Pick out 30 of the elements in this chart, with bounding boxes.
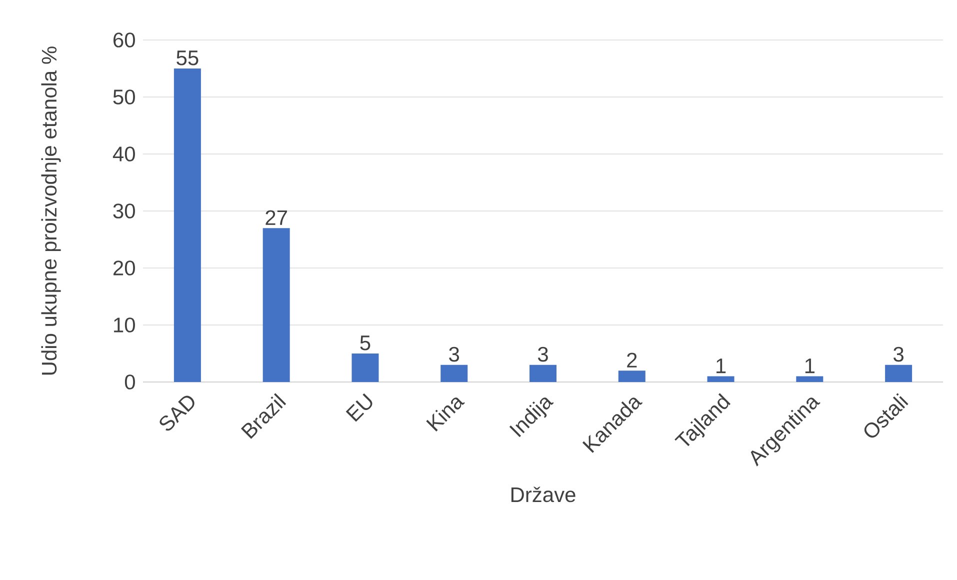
data-label: 2 <box>627 352 637 368</box>
bar <box>530 364 556 382</box>
y-axis-title: Udio ukupne proizvodnje etanola % <box>41 46 61 375</box>
bar <box>262 228 290 382</box>
bar <box>352 354 379 382</box>
data-label: 3 <box>538 346 548 362</box>
y-tick-label: 60 <box>114 32 135 48</box>
bar <box>885 364 912 382</box>
data-label: 5 <box>360 336 370 350</box>
y-tick-label: 0 <box>124 374 135 390</box>
x-tick-label: Kina <box>426 398 465 432</box>
x-axis-title: Države <box>511 486 576 502</box>
data-label: 27 <box>266 210 287 225</box>
y-tick-label: 30 <box>113 204 135 218</box>
y-tick-label: 10 <box>114 318 135 332</box>
y-tick-label: 50 <box>113 90 135 104</box>
data-label: 1 <box>805 358 814 374</box>
x-tick-label: EU <box>346 393 372 422</box>
bar <box>440 364 468 382</box>
data-label: 3 <box>449 346 460 362</box>
bar <box>618 370 646 382</box>
x-tick-label: SAD <box>160 396 194 431</box>
data-label: 55 <box>176 50 198 66</box>
bar <box>707 376 734 382</box>
bar <box>174 68 201 382</box>
y-tick-label: 20 <box>114 260 135 276</box>
data-label: 3 <box>894 346 904 362</box>
bar <box>796 376 824 382</box>
data-label: 1 <box>716 358 726 374</box>
y-tick-label: 40 <box>112 146 135 162</box>
